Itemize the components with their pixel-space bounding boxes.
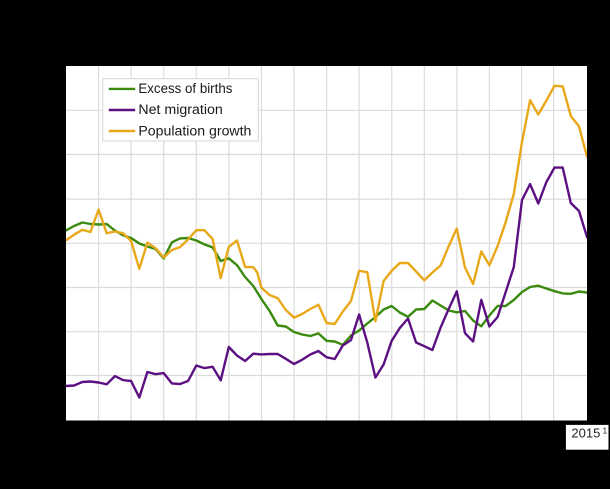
svg-text:Population growth: Population growth: [138, 123, 251, 138]
svg-text:1: 1: [603, 426, 608, 436]
svg-text:Net migration: Net migration: [138, 102, 222, 117]
svg-text:Excess of births: Excess of births: [138, 81, 232, 96]
svg-text:2015: 2015: [571, 426, 600, 441]
